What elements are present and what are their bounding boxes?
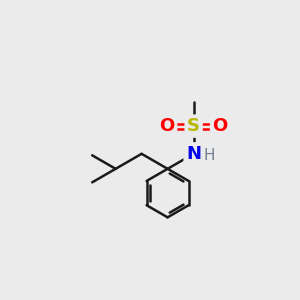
Text: O: O — [159, 117, 175, 135]
Text: H: H — [203, 148, 215, 163]
Text: N: N — [186, 145, 201, 163]
Text: O: O — [213, 117, 228, 135]
Text: S: S — [187, 117, 200, 135]
